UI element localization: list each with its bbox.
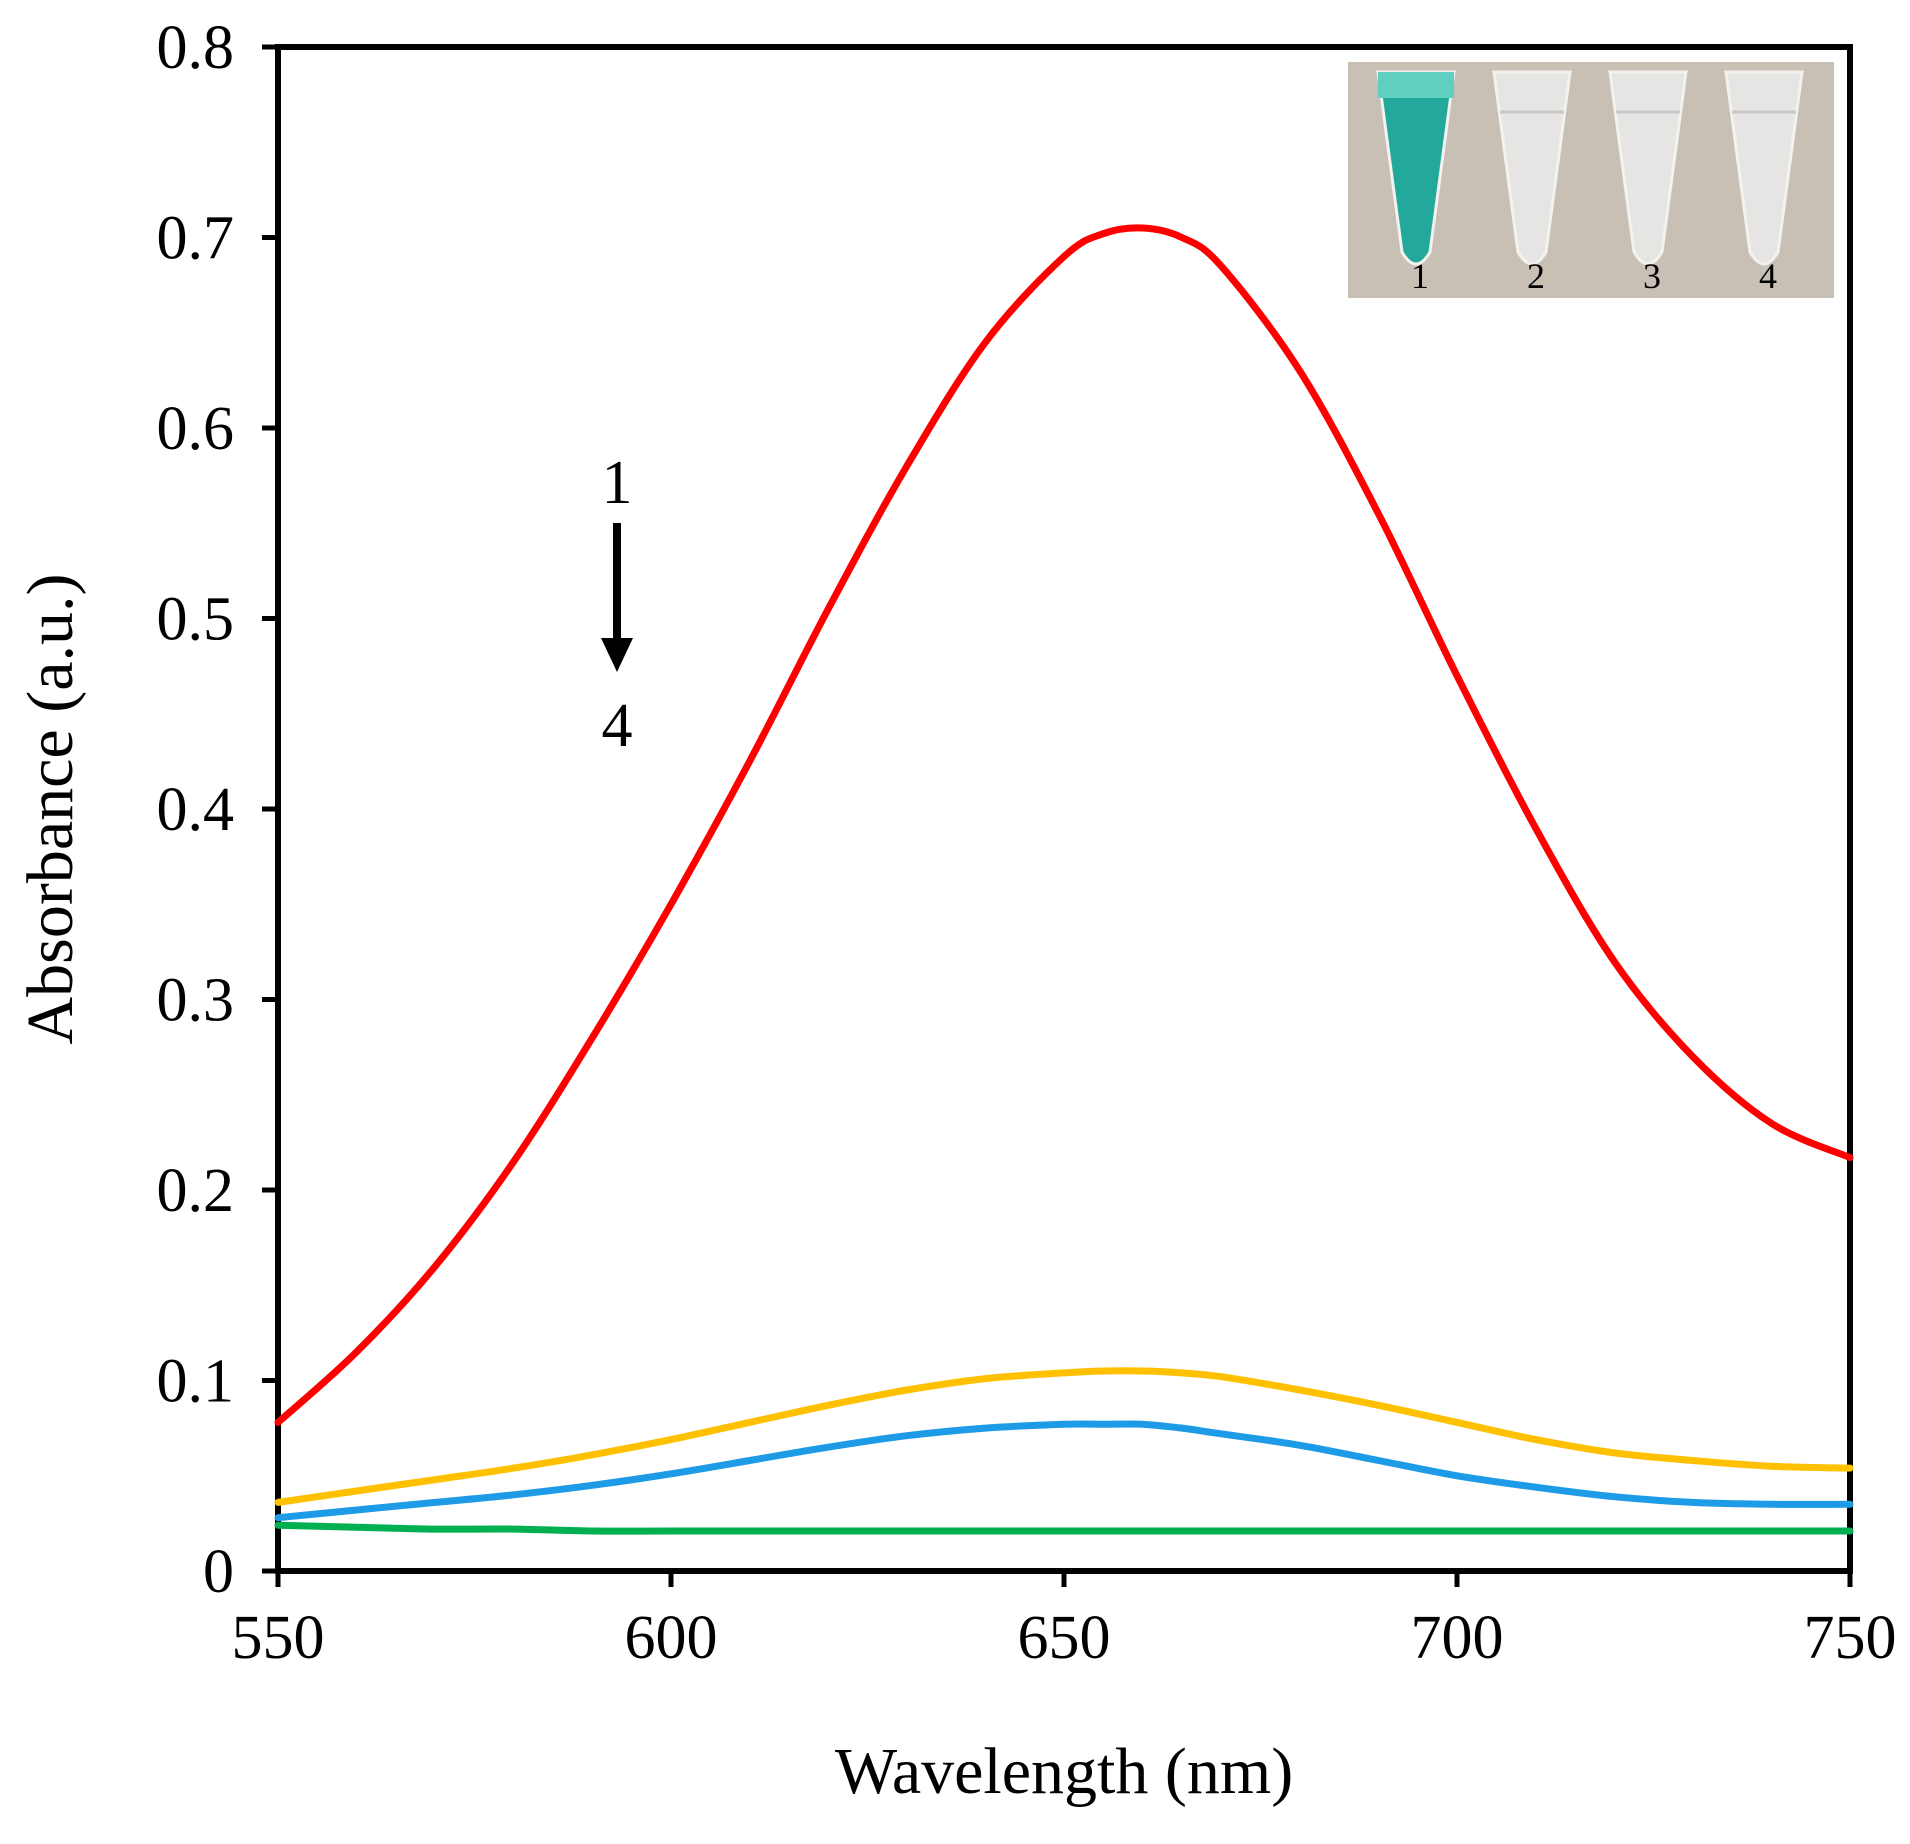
tube-body [1608, 70, 1688, 266]
series-line-2 [274, 1367, 1854, 1506]
arrow-start-label: 1 [602, 449, 633, 517]
series-layer [274, 224, 1854, 1535]
series-line-4 [274, 1521, 1854, 1535]
tube-4: 4 [1724, 70, 1804, 296]
tube-body [1376, 70, 1456, 266]
tube-label: 1 [1411, 256, 1429, 296]
x-axis-ticks: 550 600 650 700 750 [232, 1571, 1897, 1672]
x-tick-label: 700 [1411, 1604, 1504, 1672]
y-tick-label: 0.5 [157, 586, 235, 654]
inset-tube-photo: 1 2 3 4 [1348, 62, 1834, 298]
y-tick-label: 0.1 [157, 1348, 235, 1416]
tube-body [1492, 70, 1572, 266]
arrow-head-icon [601, 638, 633, 672]
x-tick-label: 550 [232, 1604, 325, 1672]
tube-meniscus [1378, 72, 1454, 98]
y-tick-label: 0.6 [157, 395, 235, 463]
tube-1: 1 [1376, 70, 1456, 296]
tube-label: 2 [1527, 256, 1545, 296]
tube-2: 2 [1492, 70, 1572, 296]
y-tick-label: 0.4 [157, 776, 235, 844]
x-tick-label: 750 [1804, 1604, 1897, 1672]
trend-arrow-annotation: 1 4 [601, 449, 633, 760]
y-tick-label: 0.7 [157, 205, 235, 273]
y-tick-label: 0.2 [157, 1157, 235, 1225]
y-tick-label: 0.3 [157, 967, 235, 1035]
series-line-1 [274, 224, 1854, 1426]
y-axis-ticks: 0 0.1 0.2 0.3 0.4 0.5 0.6 0.7 0.8 [157, 14, 278, 1606]
x-axis-title: Wavelength (nm) [835, 1735, 1293, 1808]
y-tick-label: 0.8 [157, 14, 235, 82]
x-tick-label: 600 [625, 1604, 718, 1672]
series-line-3 [274, 1420, 1854, 1522]
y-tick-label: 0 [203, 1538, 234, 1606]
x-tick-label: 650 [1018, 1604, 1111, 1672]
tube-3: 3 [1608, 70, 1688, 296]
tube-label: 4 [1759, 256, 1777, 296]
tube-body [1724, 70, 1804, 266]
tube-label: 3 [1643, 256, 1661, 296]
inset-tubes: 1 2 3 4 [1376, 70, 1804, 296]
y-axis-title: Absorbance (a.u.) [14, 574, 87, 1045]
arrow-end-label: 4 [602, 692, 633, 760]
